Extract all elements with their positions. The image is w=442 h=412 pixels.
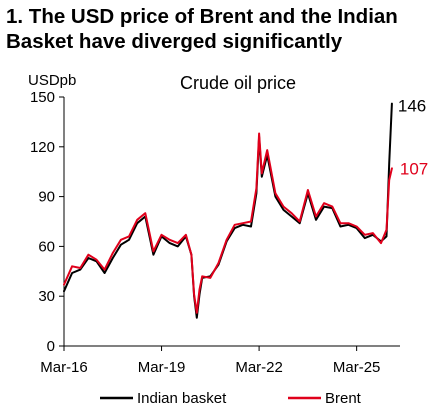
y-tick-label-3: 90 xyxy=(38,189,55,206)
y-tick-label-5: 150 xyxy=(30,89,55,106)
x-tick-label-2: Mar-22 xyxy=(235,359,283,376)
end-label-indian-basket: 146 xyxy=(398,97,426,116)
heading-line-2: Basket have diverged significantly xyxy=(6,30,343,53)
series-layer xyxy=(63,102,393,319)
series-line-indian-basket xyxy=(63,102,393,319)
legend-label-0: Indian basket xyxy=(137,390,227,407)
y-axis-ticks: 0 30 60 90 120 150 xyxy=(30,89,64,355)
x-tick-label-1: Mar-19 xyxy=(138,359,186,376)
end-labels: 146 107 xyxy=(398,97,428,179)
chart-title: Crude oil price xyxy=(180,73,296,93)
end-label-brent: 107 xyxy=(400,159,428,178)
x-tick-label-3: Mar-25 xyxy=(333,359,381,376)
legend-label-1: Brent xyxy=(325,390,362,407)
chart-legend: Indian basket Brent xyxy=(100,390,362,407)
y-tick-label-1: 30 xyxy=(38,288,55,305)
y-tick-label-0: 0 xyxy=(47,338,55,355)
x-tick-label-0: Mar-16 xyxy=(40,359,88,376)
heading-line-1: 1. The USD price of Brent and the Indian xyxy=(6,5,398,28)
y-tick-label-2: 60 xyxy=(38,238,55,255)
x-axis-ticks: Mar-16 Mar-19 Mar-22 Mar-25 xyxy=(40,346,380,376)
y-tick-label-4: 120 xyxy=(30,139,55,156)
series-line-brent xyxy=(63,132,393,314)
y-axis-unit-label: USDpb xyxy=(28,72,76,89)
chart-heading: 1. The USD price of Brent and the Indian… xyxy=(6,4,436,54)
